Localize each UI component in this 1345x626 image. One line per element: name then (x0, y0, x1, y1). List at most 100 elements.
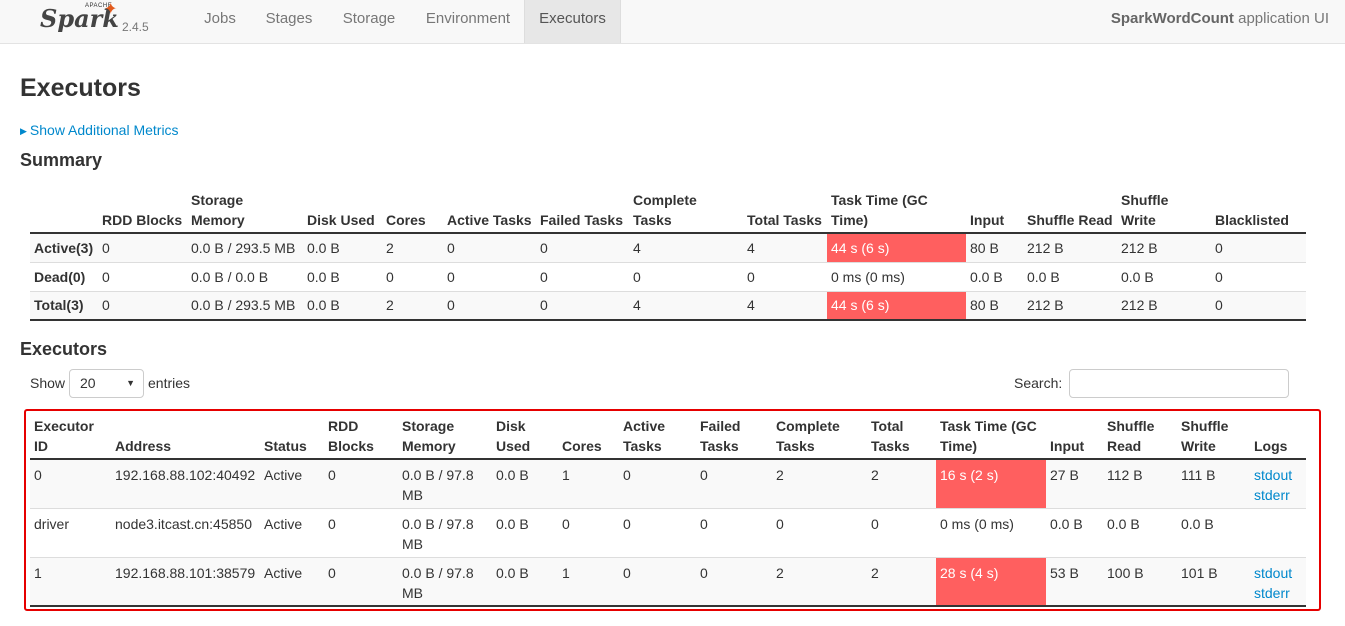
col-executor-id[interactable]: Executor ID (30, 414, 111, 460)
col-input[interactable]: Input (1046, 414, 1103, 460)
executors-header-row: Executor ID Address Status RDD Blocks St… (30, 414, 1306, 460)
col-active-tasks[interactable]: Active Tasks (619, 414, 696, 460)
cell-shuffle-write: 212 B (1121, 297, 1158, 314)
cell-rdd-blocks: 0 (328, 467, 336, 483)
summary-col-input[interactable]: Input (966, 190, 1023, 234)
row-label: Total(3) (34, 297, 84, 314)
nav-executors[interactable]: Executors (524, 0, 621, 43)
nav-jobs[interactable]: Jobs (204, 10, 236, 27)
page-size-value: 20 (80, 375, 96, 391)
cell-complete-tasks: 0 (776, 515, 784, 532)
col-logs[interactable]: Logs (1250, 414, 1306, 460)
cell-shuffle-write: 212 B (1121, 239, 1158, 256)
cell-failed-tasks: 0 (540, 268, 548, 285)
nav-stages[interactable]: Stages (265, 10, 313, 27)
summary-col-disk-used[interactable]: Disk Used (303, 190, 382, 234)
nav-storage[interactable]: Storage (342, 10, 396, 27)
summary-row-total: Total(3) 0 0.0 B / 293.5 MB 0.0 B 2 0 0 … (30, 291, 1306, 320)
cell-cores: 0 (562, 515, 570, 532)
cell-task-time: 28 s (4 s) (936, 557, 1046, 606)
app-title-suffix: application UI (1233, 10, 1329, 27)
col-status[interactable]: Status (260, 414, 324, 460)
cell-failed-tasks: 0 (540, 297, 548, 314)
cell-blacklisted: 0 (1215, 239, 1223, 256)
logo-apache-text: APACHE (85, 3, 113, 9)
col-complete-tasks[interactable]: Complete Tasks (772, 414, 867, 460)
spark-version: 2.4.5 (122, 20, 149, 34)
show-additional-metrics-link[interactable]: ▶ Show Additional Metrics (20, 122, 179, 138)
search-input[interactable] (1069, 369, 1289, 398)
summary-col-cores[interactable]: Cores (382, 190, 443, 234)
summary-col-failed-tasks[interactable]: Failed Tasks (536, 190, 629, 234)
col-task-time[interactable]: Task Time (GC Time) (936, 414, 1046, 460)
cell-cores: 0 (386, 268, 394, 285)
cell-task-time: 0 ms (0 ms) (831, 268, 905, 285)
stdout-link[interactable]: stdout (1254, 564, 1293, 581)
col-shuffle-write[interactable]: Shuffle Write (1177, 414, 1250, 460)
table-row: 0 192.168.88.102:40492 Active 0 0.0 B / … (30, 459, 1306, 508)
cell-total-tasks: 0 (871, 515, 879, 532)
cell-task-time: 0 ms (0 ms) (940, 515, 1014, 532)
summary-col-blacklisted[interactable]: Blacklisted (1211, 190, 1306, 234)
summary-col-shuffle-write[interactable]: Shuffle Write (1117, 190, 1211, 234)
cell-failed-tasks: 0 (540, 239, 548, 256)
cell-rdd-blocks: 0 (102, 297, 110, 314)
col-rdd-blocks[interactable]: RDD Blocks (324, 414, 398, 460)
cell-executor-id: 0 (34, 467, 42, 483)
cell-storage-memory: 0.0 B / 97.8 MB (402, 564, 474, 601)
cell-input: 53 B (1050, 564, 1079, 581)
cell-cores: 1 (562, 467, 570, 483)
nav-environment[interactable]: Environment (425, 10, 511, 27)
summary-col-complete-tasks[interactable]: Complete Tasks (629, 190, 743, 234)
col-address[interactable]: Address (111, 414, 260, 460)
cell-active-tasks: 0 (623, 515, 631, 532)
executors-heading: Executors (20, 339, 108, 359)
cell-rdd-blocks: 0 (102, 268, 110, 285)
cell-complete-tasks: 4 (633, 239, 641, 256)
col-total-tasks[interactable]: Total Tasks (867, 414, 936, 460)
cell-storage-memory: 0.0 B / 97.8 MB (402, 467, 474, 503)
app-name: SparkWordCount (1110, 10, 1234, 27)
stderr-link[interactable]: stderr (1254, 487, 1290, 503)
cell-executor-id: 1 (34, 564, 42, 581)
navbar: APACHE Spark ✦ 2.4.5 Jobs Stages Storage… (0, 0, 1345, 44)
summary-col-task-time[interactable]: Task Time (GC Time) (827, 190, 966, 234)
col-cores[interactable]: Cores (558, 414, 619, 460)
cell-shuffle-read: 212 B (1027, 297, 1064, 314)
summary-col-rdd-blocks[interactable]: RDD Blocks (98, 190, 187, 234)
summary-col-total-tasks[interactable]: Total Tasks (743, 190, 827, 234)
cell-input: 80 B (970, 239, 999, 256)
cell-cores: 2 (386, 239, 394, 256)
entries-label: entries (148, 375, 191, 391)
cell-storage-memory: 0.0 B / 293.5 MB (191, 239, 296, 256)
table-row: driver node3.itcast.cn:45850 Active 0 0.… (30, 508, 1306, 557)
cell-address: 192.168.88.102:40492 (115, 467, 256, 483)
summary-col-active-tasks[interactable]: Active Tasks (443, 190, 536, 234)
cell-active-tasks: 0 (623, 467, 631, 483)
cell-blacklisted: 0 (1215, 268, 1223, 285)
stdout-link[interactable]: stdout (1254, 467, 1293, 483)
summary-col-shuffle-read[interactable]: Shuffle Read (1023, 190, 1117, 234)
cell-shuffle-read: 112 B (1107, 467, 1143, 483)
page-size-select[interactable]: 20 ▼ (69, 369, 144, 398)
show-label: Show (30, 375, 66, 391)
cell-shuffle-read: 212 B (1027, 239, 1064, 256)
search-label: Search: (1014, 375, 1063, 391)
col-disk-used[interactable]: Disk Used (492, 414, 558, 460)
col-shuffle-read[interactable]: Shuffle Read (1103, 414, 1177, 460)
logo-spark-text: Spark (40, 4, 119, 33)
stderr-link[interactable]: stderr (1254, 584, 1290, 601)
col-failed-tasks[interactable]: Failed Tasks (696, 414, 772, 460)
app-title: SparkWordCount application UI (1111, 0, 1329, 38)
summary-col-storage-memory[interactable]: Storage Memory (187, 190, 303, 234)
summary-table: RDD Blocks Storage Memory Disk Used Core… (30, 190, 1306, 321)
row-label: Active(3) (34, 239, 94, 256)
cell-input: 80 B (970, 297, 999, 314)
cell-storage-memory: 0.0 B / 0.0 B (191, 268, 269, 285)
cell-status: Active (264, 467, 303, 483)
cell-disk-used: 0.0 B (496, 515, 529, 532)
cell-total-tasks: 0 (747, 268, 755, 285)
spark-logo[interactable]: APACHE Spark ✦ 2.4.5 (40, 1, 149, 41)
col-storage-memory[interactable]: Storage Memory (398, 414, 492, 460)
cell-input: 27 B (1050, 467, 1079, 483)
